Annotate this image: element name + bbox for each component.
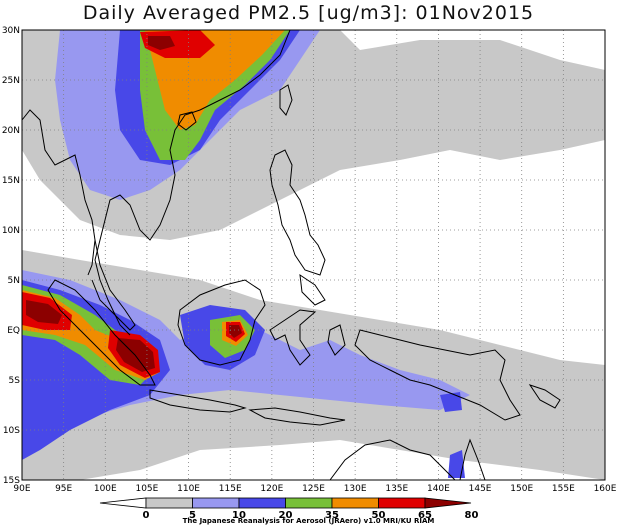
colorbar-label: 35 [325,510,339,521]
colorbar-label: 50 [372,510,386,521]
map-title: Daily Averaged PM2.5 [ug/m3]: 01Nov2015 [82,2,535,24]
y-tick-label: 5S [9,376,21,386]
colorbar-arrow-left [99,497,147,509]
pm25-field [22,30,605,480]
x-tick-label: 155E [552,484,575,494]
colorbar-segment [145,497,193,509]
data-credit: The Japanese Reanalysis for Aerosol (JRA… [182,517,435,525]
plot-frame [21,29,606,481]
y-axis-ticks: 30N 25N 20N 15N 10N 5N EQ 5S 10S 15S [2,26,20,486]
x-axis-ticks: 90E 95E 100E 105E 110E 115E 120E 125E 130E 135E 14… [13,484,616,494]
x-tick-label: 125E [302,484,325,494]
x-tick-label: 100E [94,484,117,494]
colorbar: 0 5 10 20 35 50 65 80 [99,497,479,521]
x-tick-label: 110E [177,484,200,494]
colorbar-label: 20 [279,510,293,521]
x-tick-label: 135E [385,484,408,494]
colorbar-label: 0 [143,510,150,521]
colorbar-segment [238,497,286,509]
y-tick-label: 15N [2,176,20,186]
colorbar-label: 10 [232,510,246,521]
colorbar-arrow-right [424,497,472,509]
contour-20-35-east2 [448,450,465,478]
x-tick-label: 115E [219,484,242,494]
x-tick-label: 120E [260,484,283,494]
y-tick-label: 20N [2,126,20,136]
colorbar-label: 65 [418,510,432,521]
y-tick-label: 10N [2,226,20,236]
colorbar-label: 80 [465,510,479,521]
y-tick-label: 25N [2,76,20,86]
contour-80-plus [148,36,175,50]
colorbar-segment [331,497,379,509]
y-tick-label: 15S [3,476,20,486]
y-tick-label: 30N [2,26,20,36]
colorbar-segment [285,497,333,509]
x-tick-label: 105E [135,484,158,494]
colorbar-segment [378,497,426,509]
x-tick-label: 145E [469,484,492,494]
contour-80-plus-south [26,300,62,324]
colorbar-segment [192,497,240,509]
y-tick-label: 10S [3,426,20,436]
x-tick-label: 140E [427,484,450,494]
y-tick-label: 5N [8,276,20,286]
contour-20-35-east [440,392,462,412]
x-tick-label: 150E [510,484,533,494]
coastlines [22,30,561,480]
colorbar-label: 5 [189,510,196,521]
x-tick-label: 90E [13,484,30,494]
x-tick-label: 95E [55,484,72,494]
y-tick-label: EQ [7,326,20,336]
x-tick-label: 130E [344,484,367,494]
lat-lon-grid [22,30,605,480]
contour-80-plus-borneo [229,325,242,338]
x-tick-label: 160E [594,484,617,494]
